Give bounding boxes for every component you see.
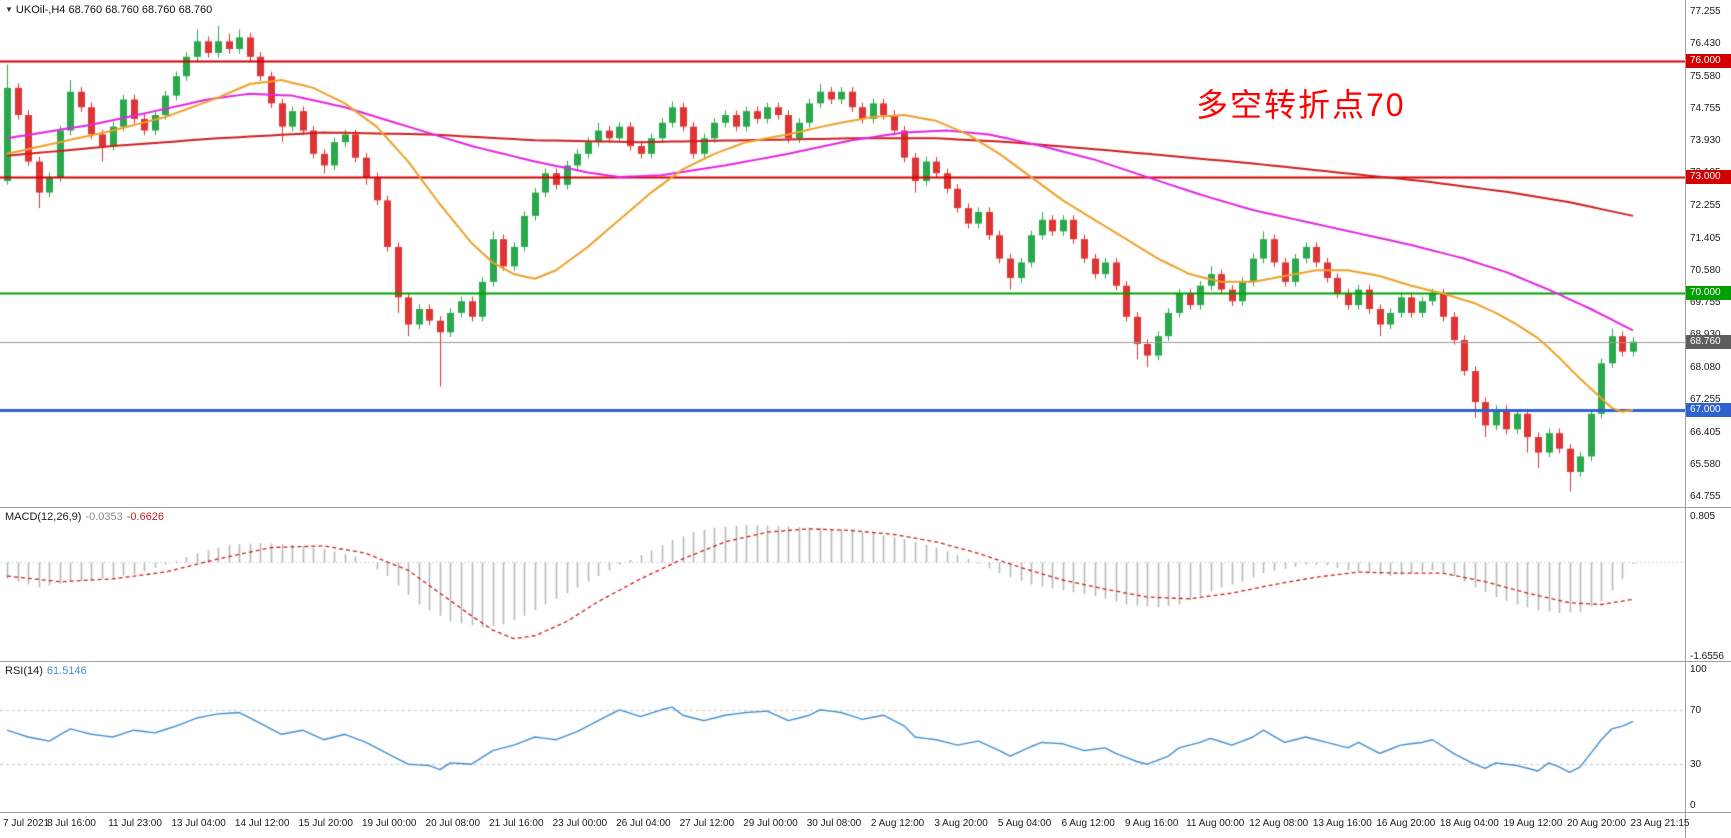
current-price-badge: 68.760 — [1686, 334, 1731, 349]
axis-tick-label: 75.580 — [1690, 70, 1721, 82]
axis-tick-label: 30 — [1690, 759, 1702, 771]
macd-panel-canvas[interactable] — [0, 508, 1685, 661]
time-tick-label: 9 Aug 16:00 — [1124, 818, 1179, 829]
chart-annotation-text: 多空转折点70 — [1196, 87, 1406, 123]
axis-tick-label: -1.6556 — [1690, 651, 1724, 662]
rsi-name: RSI(14) — [5, 665, 43, 677]
time-tick-label: 11 Jul 23:00 — [108, 818, 162, 829]
time-tick-label: 29 Jul 00:00 — [743, 818, 798, 829]
axis-tick-label: 64.755 — [1690, 491, 1721, 502]
time-tick-label: 23 Aug 21:15 — [1630, 818, 1690, 829]
time-tick-label: 2 Aug 12:00 — [870, 818, 925, 829]
symbol-ohlc-label: ▼ UKOil-,H4 68.760 68.760 68.760 68.760 — [5, 4, 212, 16]
macd-name: MACD(12,26,9) — [5, 511, 82, 523]
rsi-panel-canvas[interactable] — [0, 662, 1685, 812]
time-tick-label: 16 Aug 20:00 — [1376, 818, 1436, 829]
axis-tick-label: 77.255 — [1690, 6, 1721, 17]
rsi-value: 61.5146 — [46, 665, 87, 677]
rsi-label: RSI(14) 61.5146 — [5, 665, 87, 677]
axis-tick-label: 67.255 — [1690, 394, 1721, 405]
macd-signal-value: -0.6626 — [126, 511, 165, 523]
time-tick-label: 5 Aug 04:00 — [997, 818, 1052, 829]
price-axis[interactable]: 77.25576.43075.58074.75573.93073.10572.2… — [1686, 0, 1731, 812]
time-tick-label: 20 Jul 08:00 — [425, 818, 481, 829]
axis-tick-label: 0.805 — [1690, 511, 1716, 522]
panel-separator[interactable] — [0, 661, 1731, 662]
time-tick-label: 23 Jul 00:00 — [552, 818, 608, 829]
axis-tick-label: 70 — [1690, 704, 1702, 716]
time-tick-label: 3 Aug 20:00 — [934, 818, 988, 829]
time-tick-label: 30 Jul 08:00 — [806, 818, 862, 829]
axis-tick-label: 68.080 — [1690, 361, 1721, 373]
time-tick-label: 14 Jul 12:00 — [234, 818, 290, 829]
symbol-text: UKOil-,H4 68.760 68.760 68.760 68.760 — [15, 4, 213, 16]
main-price-chart-canvas[interactable] — [0, 0, 1685, 507]
axis-tick-label: 71.405 — [1690, 232, 1721, 244]
panel-separator[interactable] — [0, 812, 1731, 813]
time-tick-label: 8 Jul 16:00 — [47, 818, 96, 829]
price-axis-border — [1685, 0, 1686, 838]
axis-tick-label: 0 — [1690, 800, 1696, 811]
time-tick-label: 19 Aug 12:00 — [1503, 818, 1563, 829]
macd-main-value: -0.0353 — [85, 511, 123, 523]
axis-tick-label: 65.580 — [1690, 458, 1721, 470]
time-axis[interactable]: 7 Jul 2021 8 Jul 16:00 11 Jul 23:00 13 Jul … — [0, 813, 1731, 838]
time-tick-label: 21 Jul 16:00 — [489, 818, 544, 829]
axis-tick-label: 70.580 — [1690, 264, 1721, 276]
time-tick-label: 27 Jul 12:00 — [679, 818, 735, 829]
axis-tick-label: 72.255 — [1690, 200, 1721, 211]
axis-tick-label: 68.930 — [1690, 329, 1721, 340]
time-tick-label: 7 Jul 2021 — [3, 818, 50, 829]
axis-tick-label: 74.755 — [1690, 103, 1721, 114]
level-price-badge: 76.000 — [1686, 53, 1731, 68]
axis-tick-label: 69.755 — [1690, 297, 1721, 308]
axis-tick-label: 73.930 — [1690, 135, 1721, 146]
time-tick-label: 11 Aug 00:00 — [1186, 818, 1245, 829]
macd-label: MACD(12,26,9) -0.0353 -0.6626 — [5, 511, 164, 523]
time-tick-label: 18 Aug 04:00 — [1439, 818, 1499, 829]
time-tick-label: 20 Aug 20:00 — [1566, 818, 1626, 829]
time-tick-label: 15 Jul 20:00 — [298, 818, 353, 829]
level-price-badge: 67.000 — [1686, 402, 1731, 417]
time-tick-label: 12 Aug 08:00 — [1249, 818, 1309, 829]
time-tick-label: 6 Aug 12:00 — [1061, 818, 1115, 829]
axis-tick-label: 100 — [1690, 664, 1707, 675]
time-tick-label: 13 Jul 04:00 — [171, 818, 226, 829]
level-price-badge: 73.000 — [1686, 170, 1731, 185]
time-tick-label: 13 Aug 16:00 — [1312, 818, 1372, 829]
axis-tick-label: 66.405 — [1690, 426, 1721, 438]
level-price-badge: 70.000 — [1686, 286, 1731, 301]
panel-separator[interactable] — [0, 507, 1731, 508]
time-tick-label: 19 Jul 00:00 — [361, 818, 417, 829]
time-tick-label: 26 Jul 04:00 — [616, 818, 671, 829]
dropdown-triangle-icon: ▼ — [5, 5, 13, 14]
axis-tick-label: 76.430 — [1690, 38, 1721, 49]
